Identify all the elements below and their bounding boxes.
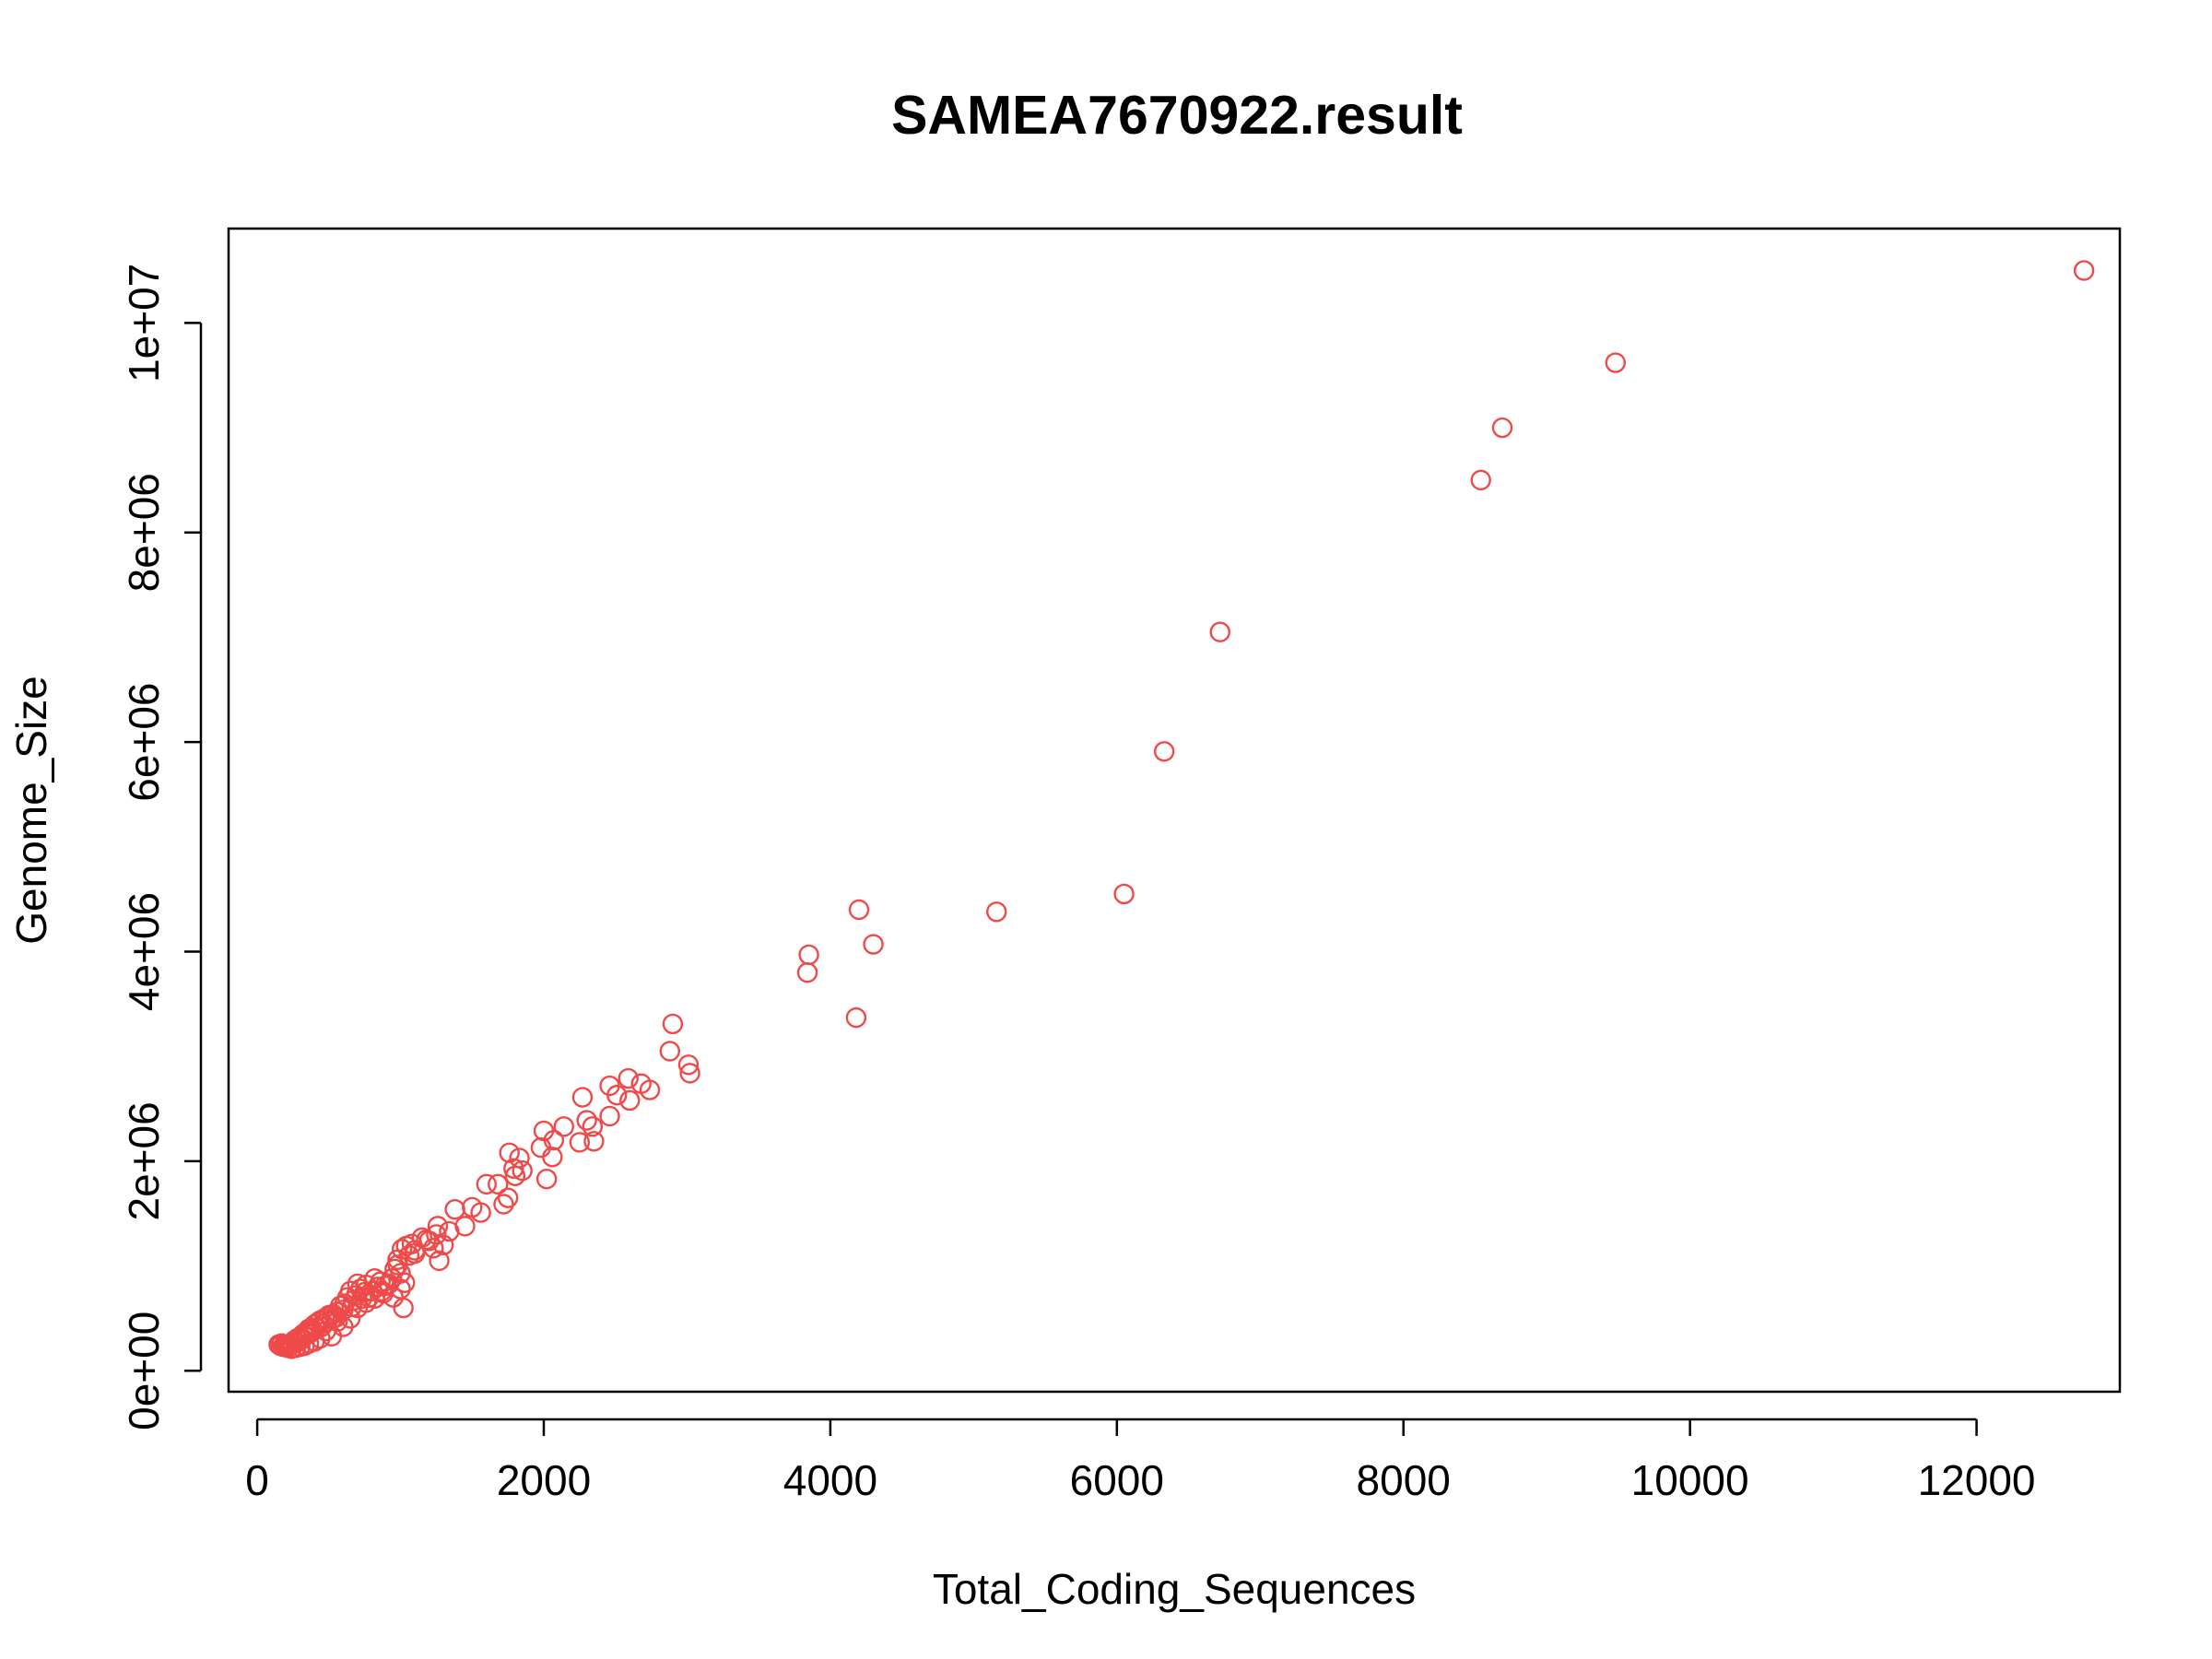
data-point [571, 1087, 594, 1108]
data-point [404, 1242, 426, 1265]
data-point [390, 1278, 411, 1300]
x-tick-label: 6000 [1070, 1456, 1164, 1504]
data-point [618, 1067, 639, 1089]
data-point [677, 1054, 700, 1076]
y-axis-label: Genome_Size [7, 676, 55, 945]
data-point [326, 1311, 348, 1333]
data-point [599, 1105, 620, 1127]
y-tick-label: 1e+07 [120, 264, 168, 382]
data-point [533, 1120, 555, 1142]
x-axis-label: Total_Coding_Sequences [933, 1565, 1416, 1613]
data-point [1153, 741, 1175, 762]
data-point [497, 1187, 519, 1208]
y-tick-label: 2e+06 [120, 1101, 168, 1220]
data-point [504, 1165, 526, 1186]
y-tick-label: 4e+06 [120, 892, 168, 1011]
data-point [535, 1169, 558, 1190]
data-point [576, 1110, 597, 1131]
data-point [416, 1229, 437, 1251]
data-point [679, 1063, 700, 1084]
data-point [488, 1173, 509, 1195]
data-points [268, 260, 2095, 1359]
data-point [393, 1297, 414, 1319]
data-point [553, 1116, 574, 1137]
data-point [499, 1142, 520, 1163]
y-tick-label: 0e+00 [120, 1312, 168, 1430]
data-point [1470, 469, 1491, 491]
data-point [1605, 352, 1627, 373]
data-point [845, 1006, 867, 1029]
x-tick-label: 4000 [783, 1456, 877, 1504]
y-tick-label: 6e+06 [120, 682, 168, 801]
y-axis: 0e+00 2e+06 4e+06 6e+06 8e+06 1e+07 [120, 264, 203, 1430]
x-tick-label: 10000 [1631, 1456, 1749, 1504]
data-point [2073, 260, 2095, 281]
data-point [1209, 621, 1230, 642]
data-point [276, 1337, 298, 1359]
data-point [796, 962, 818, 983]
chart-title: SAMEA7670922.result [891, 85, 1463, 146]
data-point [606, 1085, 628, 1106]
data-point [493, 1194, 514, 1215]
x-tick-label: 0 [245, 1456, 269, 1504]
data-point [583, 1131, 605, 1152]
data-point [476, 1173, 498, 1195]
data-point [659, 1041, 680, 1062]
x-tick-label: 12000 [1918, 1456, 2036, 1504]
data-point [848, 899, 870, 921]
data-point [639, 1079, 661, 1100]
data-point [444, 1198, 465, 1220]
data-point [439, 1220, 460, 1242]
plot-frame [227, 227, 2122, 1394]
data-point [798, 944, 819, 966]
x-axis: 0 2000 4000 6000 8000 10000 12000 [245, 1418, 2036, 1504]
y-tick-label: 8e+06 [120, 473, 168, 592]
data-point [662, 1013, 684, 1035]
data-point [986, 901, 1007, 923]
x-tick-label: 2000 [497, 1456, 591, 1504]
data-point [426, 1224, 447, 1245]
data-point [503, 1158, 524, 1180]
data-point [394, 1272, 416, 1293]
data-point [1113, 883, 1135, 905]
data-point [863, 934, 884, 955]
data-point [1491, 417, 1513, 439]
data-point [429, 1250, 450, 1272]
data-point [384, 1258, 406, 1280]
data-point [569, 1132, 591, 1153]
data-point [582, 1116, 604, 1137]
data-point [387, 1254, 408, 1276]
x-tick-label: 8000 [1357, 1456, 1451, 1504]
data-point [542, 1147, 563, 1168]
data-point [619, 1089, 641, 1112]
data-point [391, 1239, 413, 1260]
data-point [339, 1308, 361, 1329]
